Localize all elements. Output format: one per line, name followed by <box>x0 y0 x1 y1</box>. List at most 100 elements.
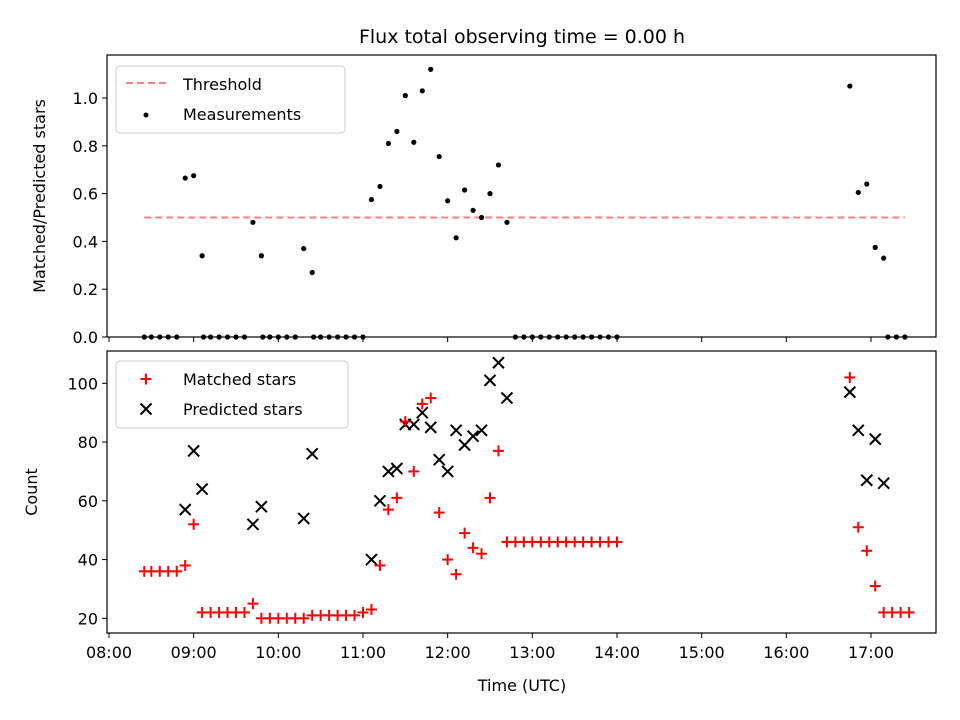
measurement-point <box>182 175 188 181</box>
legend-measurements-swatch <box>143 112 149 118</box>
count-x-ticks: 08:00 09:00 10:00 11:00 12:00 13:00 14:00 15:00… <box>86 633 894 662</box>
predicted-point <box>246 518 260 531</box>
predicted-point <box>877 476 890 490</box>
matched-point <box>476 548 488 560</box>
count-legend-box <box>115 360 349 429</box>
measurement-point <box>445 198 451 204</box>
legend-predicted-label: Predicted stars <box>183 400 303 419</box>
predicted-point <box>297 512 310 525</box>
measurement-point <box>191 173 197 179</box>
measurement-point <box>411 139 417 145</box>
measurement-point <box>368 196 375 203</box>
measurement-point <box>301 245 307 252</box>
matched-point <box>861 545 873 557</box>
matched-point <box>852 521 864 533</box>
matched-point <box>247 598 259 610</box>
matched-point <box>611 536 623 548</box>
matched-point <box>903 606 915 618</box>
measurement-point <box>199 253 205 259</box>
matched-point <box>459 527 471 539</box>
measurement-point <box>847 83 853 89</box>
x-tick-label: 13:00 <box>509 643 555 662</box>
predicted-point <box>492 356 505 369</box>
y-tick-label: 20 <box>78 609 98 628</box>
predicted-point <box>843 385 857 399</box>
matched-point <box>179 559 191 571</box>
measurement-point <box>478 214 485 221</box>
measurement-point <box>428 66 434 72</box>
count-points <box>138 356 915 624</box>
matched-point <box>425 392 437 404</box>
ratio-plot-frame <box>106 54 937 338</box>
measurement-point <box>394 128 400 135</box>
measurement-point <box>419 88 425 94</box>
predicted-point <box>432 453 446 466</box>
matched-point <box>408 465 420 477</box>
matched-point <box>467 542 479 554</box>
y-tick-label: 1.0 <box>73 89 98 108</box>
y-tick-label: 100 <box>67 374 98 393</box>
matched-point <box>391 492 403 504</box>
legend-matched-label: Matched stars <box>183 370 296 389</box>
matched-point <box>869 580 881 592</box>
legend-x-mark <box>139 402 153 416</box>
predicted-point <box>178 503 192 516</box>
predicted-point <box>483 374 497 387</box>
ratio-y-axis-title: Matched/Predicted stars <box>30 99 49 293</box>
y-tick-label: 80 <box>78 433 98 452</box>
measurement-point <box>402 93 408 99</box>
measurement-point <box>377 183 383 190</box>
x-tick-label: 15:00 <box>679 643 725 662</box>
matched-point <box>450 568 462 580</box>
x-tick-label: 08:00 <box>86 643 132 662</box>
predicted-point <box>365 553 378 566</box>
matched-point <box>416 398 428 410</box>
predicted-point <box>416 406 429 419</box>
ratio-legend-box <box>115 65 346 134</box>
predicted-point <box>382 465 395 478</box>
matched-point <box>298 612 310 624</box>
legend-threshold-label: Threshold <box>182 75 262 94</box>
y-tick-label: 0.2 <box>73 280 98 299</box>
x-tick-label: 11:00 <box>340 643 386 662</box>
predicted-point <box>869 432 882 446</box>
measurement-point <box>436 153 442 160</box>
ratio-y-ticks: 0.0 0.2 0.4 0.6 0.8 1.0 <box>73 89 107 347</box>
ratio-legend: Threshold Measurements <box>115 65 346 134</box>
x-tick-label: 16:00 <box>763 643 809 662</box>
matched-point <box>238 606 250 618</box>
matched-point <box>399 416 411 427</box>
x-tick-label: 10:00 <box>255 643 301 662</box>
matched-point <box>382 504 394 516</box>
predicted-point <box>466 429 480 443</box>
matched-point <box>374 559 386 571</box>
measurement-point <box>487 191 493 197</box>
y-tick-label: 0.4 <box>73 232 98 251</box>
measurement-point <box>495 162 502 168</box>
measurement-point <box>504 219 510 225</box>
count-panel: 20 40 60 80 100 08:00 09:00 10:00 11:00 12:00 13:… <box>22 350 937 695</box>
measurement-point <box>881 255 887 261</box>
measurement-point <box>258 253 264 259</box>
measurement-point <box>864 181 870 187</box>
ratio-panel: 0.0 0.2 0.4 0.6 0.8 1.0 Matched/Predicted sta… <box>30 54 937 347</box>
y-tick-label: 0.6 <box>73 185 98 204</box>
predicted-point <box>449 424 463 437</box>
predicted-point <box>187 444 200 458</box>
y-tick-label: 0.8 <box>73 137 98 156</box>
measurement-point <box>385 140 391 147</box>
matched-point <box>844 371 856 383</box>
count-legend: Matched stars Predicted stars <box>115 360 349 429</box>
legend-plus-mark <box>140 373 152 385</box>
matched-point <box>484 492 496 504</box>
predicted-point <box>305 447 319 461</box>
matched-point <box>433 507 445 519</box>
matched-point <box>357 606 369 618</box>
x-tick-label: 12:00 <box>425 643 471 662</box>
matched-point <box>442 554 454 566</box>
predicted-point <box>441 465 454 478</box>
matched-point <box>365 604 377 615</box>
measurement-point <box>462 187 468 193</box>
measurement-point <box>453 235 459 241</box>
